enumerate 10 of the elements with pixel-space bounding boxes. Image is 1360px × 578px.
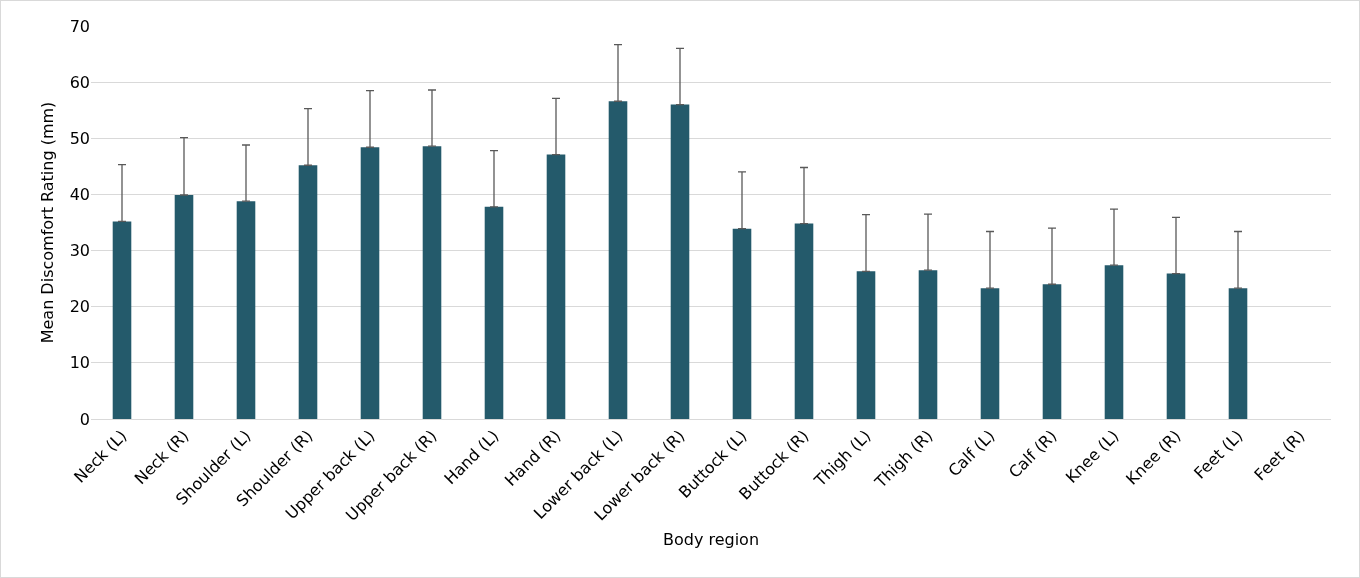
x-axis-title: Body region [662,530,760,550]
y-tick-label: 10 [69,353,90,373]
y-tick-label: 30 [69,241,90,261]
y-tick-label: 20 [69,297,90,317]
y-tick-label: 50 [69,128,90,148]
y-tick-label: 60 [69,72,90,92]
y-tick-label: 40 [69,185,90,205]
y-tick-label: 0 [79,409,90,429]
y-tick-label: 70 [69,16,90,36]
y-axis-title: Mean Discomfort Rating (mm) [37,101,57,344]
